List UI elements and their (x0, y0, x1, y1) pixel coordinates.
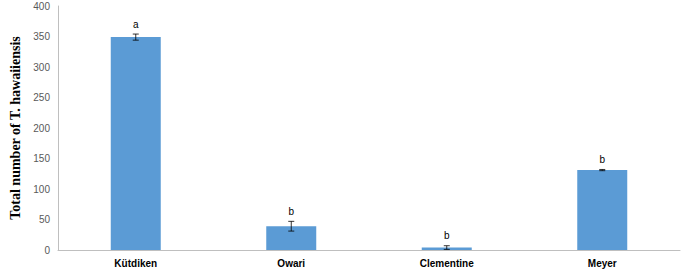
svg-text:400: 400 (33, 1, 50, 12)
svg-text:a: a (133, 19, 139, 30)
svg-text:b: b (288, 206, 294, 217)
svg-text:200: 200 (33, 123, 50, 134)
svg-text:300: 300 (33, 62, 50, 73)
svg-text:Kütdiken: Kütdiken (114, 258, 157, 269)
svg-text:Total number of T. hawaiiensis: Total number of T. hawaiiensis (8, 36, 23, 220)
svg-text:50: 50 (39, 214, 51, 225)
svg-text:b: b (444, 230, 450, 241)
svg-text:0: 0 (44, 245, 50, 256)
svg-text:150: 150 (33, 153, 50, 164)
svg-text:350: 350 (33, 31, 50, 42)
svg-text:b: b (599, 154, 605, 165)
svg-text:Meyer: Meyer (588, 258, 617, 269)
svg-text:100: 100 (33, 184, 50, 195)
svg-text:Clementine: Clementine (420, 258, 474, 269)
svg-text:250: 250 (33, 92, 50, 103)
svg-text:Owari: Owari (277, 258, 305, 269)
